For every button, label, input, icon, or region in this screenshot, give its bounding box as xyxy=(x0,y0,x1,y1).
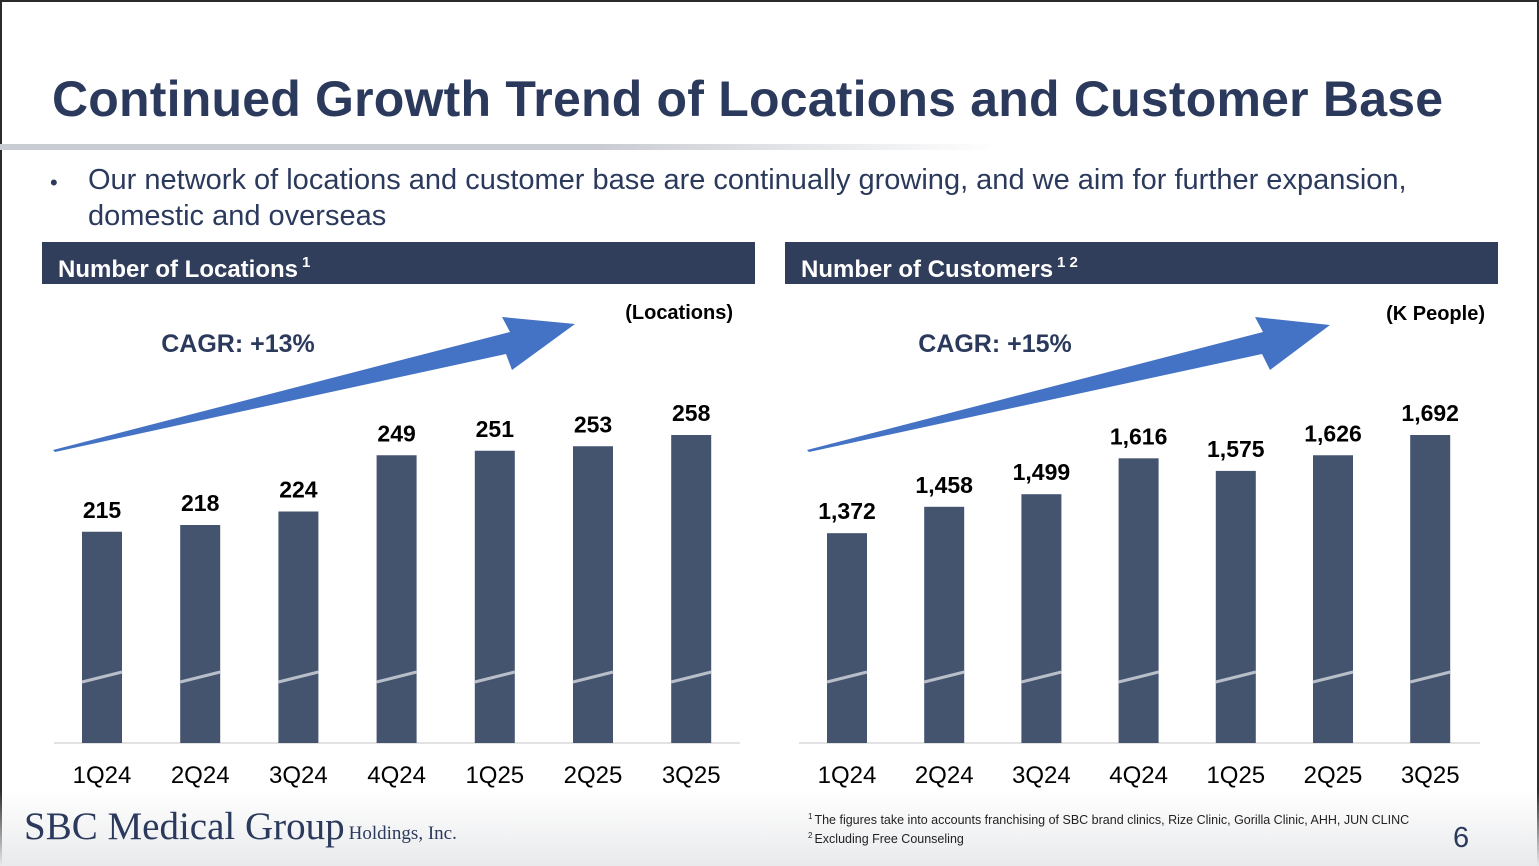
bullet-marker: • xyxy=(50,170,58,195)
data-label: 224 xyxy=(279,477,318,503)
company-logo: SBC Medical Group Holdings, Inc. xyxy=(24,804,457,849)
x-tick-label: 2Q25 xyxy=(564,762,623,789)
bar-3q25 xyxy=(671,435,712,743)
title-underline xyxy=(0,144,1000,150)
slide-title: Continued Growth Trend of Locations and … xyxy=(52,71,1444,127)
x-tick-label: 3Q24 xyxy=(1012,762,1071,789)
bar-1q24 xyxy=(82,531,122,743)
data-label: 1,458 xyxy=(915,472,973,498)
bar-4q24 xyxy=(376,455,417,743)
x-tick-label: 2Q25 xyxy=(1304,762,1363,789)
x-tick-label: 3Q25 xyxy=(1401,762,1460,789)
data-label: 1,575 xyxy=(1207,436,1265,462)
footnote-1: 1 The figures take into accounts franchis… xyxy=(808,812,1410,827)
axis-break-mark xyxy=(278,670,319,684)
x-tick-label: 2Q24 xyxy=(171,762,230,789)
x-tick-label: 1Q24 xyxy=(73,762,132,789)
footnotes: 1 The figures take into accounts franchis… xyxy=(808,809,1409,847)
data-label: 258 xyxy=(672,400,711,426)
x-tick-label: 3Q25 xyxy=(662,762,721,789)
bullet-text: Our network of locations and customer ba… xyxy=(88,164,1407,232)
customers-header-footnote-ref: 1 2 xyxy=(1057,254,1078,271)
axis-break-mark xyxy=(81,670,123,684)
axis-break-mark xyxy=(1409,670,1451,684)
axis-break-mark xyxy=(826,670,868,684)
locations-header-footnote-ref: 1 xyxy=(302,254,311,271)
axis-break-mark xyxy=(1215,670,1257,684)
bar-3q25 xyxy=(1410,435,1451,743)
growth-arrow xyxy=(807,317,1330,452)
bar-1q25 xyxy=(474,450,515,743)
x-tick-label: 1Q25 xyxy=(1206,762,1265,789)
customers-bar-chart: CAGR: +15% (K People) 1,372 1Q24 1,458 2Q24 1,… xyxy=(799,303,1485,789)
logo-sub-text: Holdings, Inc. xyxy=(348,823,457,844)
footer-background xyxy=(0,790,1539,866)
cagr-label: CAGR: +13% xyxy=(161,330,315,358)
bar-2q24 xyxy=(924,506,965,743)
axis-break-mark xyxy=(572,670,614,684)
bar-3q24 xyxy=(1021,494,1062,743)
locations-bar-chart: CAGR: +13% (Locations) 215 1Q24 218 2Q24 224 3Q… xyxy=(53,302,740,789)
customers-panel-header: Number of Customers 1 2 xyxy=(785,242,1498,284)
data-label: 1,616 xyxy=(1110,423,1168,449)
bar-3q24 xyxy=(278,511,319,743)
bar-2q25 xyxy=(1313,455,1353,743)
data-label: 253 xyxy=(574,411,612,437)
x-tick-label: 4Q24 xyxy=(1109,762,1168,789)
data-label: 218 xyxy=(181,490,220,516)
bar-1q25 xyxy=(1215,470,1256,743)
axis-break-mark xyxy=(376,670,417,684)
bar-1q24 xyxy=(827,533,867,743)
data-label: 1,372 xyxy=(818,498,876,524)
unit-label: (K People) xyxy=(1386,303,1485,325)
bar-4q24 xyxy=(1118,458,1159,743)
axis-break-mark xyxy=(1118,670,1159,684)
logo-main-text: SBC Medical Group xyxy=(24,805,345,848)
data-label: 249 xyxy=(377,420,415,446)
axis-break-mark xyxy=(670,670,712,684)
bar-2q24 xyxy=(180,525,221,743)
footnote-2: 2 Excluding Free Counseling xyxy=(808,831,964,846)
axis-break-mark xyxy=(474,670,516,684)
x-tick-label: 3Q24 xyxy=(269,762,328,789)
page-number: 6 xyxy=(1453,822,1470,854)
axis-break-mark xyxy=(923,670,965,684)
customers-header-title: Number of Customers xyxy=(801,256,1054,283)
x-tick-label: 1Q25 xyxy=(465,762,524,789)
data-label: 1,499 xyxy=(1013,459,1071,485)
x-tick-label: 2Q24 xyxy=(915,762,974,789)
locations-panel-header: Number of Locations 1 xyxy=(42,242,755,284)
locations-header-title: Number of Locations xyxy=(58,256,299,283)
axis-break-mark xyxy=(1021,670,1062,684)
x-tick-label: 4Q24 xyxy=(367,762,426,789)
axis-break-mark xyxy=(1312,670,1354,684)
growth-arrow xyxy=(53,317,575,452)
data-label: 251 xyxy=(476,416,515,442)
unit-label: (Locations) xyxy=(625,302,733,324)
x-tick-label: 1Q24 xyxy=(818,762,877,789)
data-label: 1,692 xyxy=(1401,400,1459,426)
axis-break-mark xyxy=(179,670,221,684)
data-label: 1,626 xyxy=(1304,420,1362,446)
cagr-label: CAGR: +15% xyxy=(918,330,1072,358)
data-label: 215 xyxy=(83,497,122,523)
bar-2q25 xyxy=(573,446,613,743)
